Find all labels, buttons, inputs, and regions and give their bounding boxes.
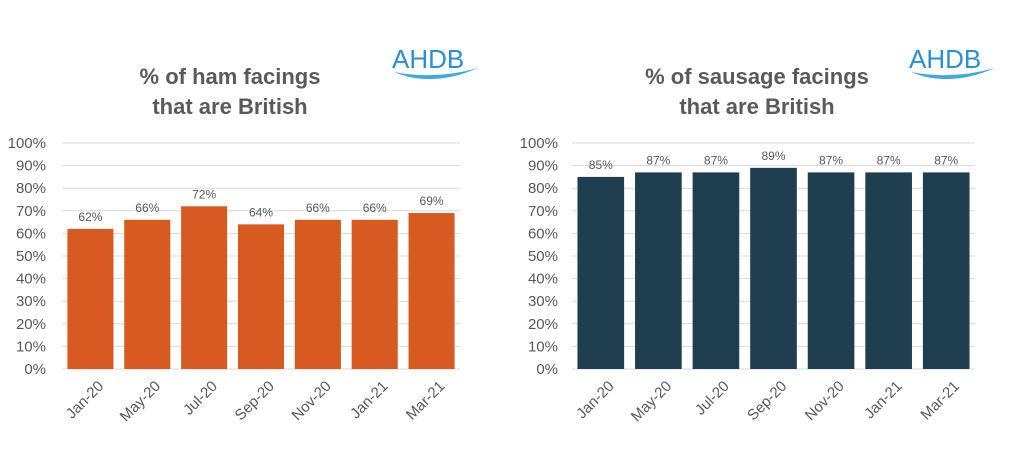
ham-bar-chart: 0% 10% 20% 30% 40% 50% 60% 70% 80% 90% 100% 62% Jan-… — [8, 135, 460, 425]
data-label: 72% — [192, 187, 216, 201]
chart-title-line-2: that are British — [679, 94, 835, 119]
y-tick-label: 0% — [24, 361, 46, 378]
data-label: 87% — [646, 153, 670, 167]
x-tick-label: Nov-20 — [288, 378, 334, 424]
data-label: 69% — [420, 194, 444, 208]
x-tick-label: Jan-20 — [573, 378, 617, 422]
bar — [67, 228, 114, 369]
logo-swoosh-icon — [911, 68, 995, 80]
x-tick-label: Mar-21 — [917, 378, 963, 424]
bar — [351, 219, 398, 369]
x-tick-label: Jul-20 — [692, 378, 733, 419]
chart-title-line-1: % of ham facings — [139, 64, 321, 89]
data-label: 62% — [78, 210, 102, 224]
y-tick-label: 80% — [528, 180, 558, 197]
data-label: 87% — [877, 153, 901, 167]
ahdb-logo-text: AHDB — [392, 44, 465, 74]
x-tick-label: Mar-21 — [403, 378, 449, 424]
bar — [181, 206, 228, 369]
x-tick-label: May-20 — [117, 378, 164, 425]
y-tick-label: 10% — [16, 338, 46, 355]
bar — [577, 176, 625, 369]
bar — [124, 219, 171, 369]
sausage-chart-panel: % of sausage facings that are British AH… — [512, 0, 1024, 471]
data-label: 87% — [934, 153, 958, 167]
sausage-bar-chart: 0% 10% 20% 30% 40% 50% 60% 70% 80% 90% 100% 85% Jan-… — [520, 135, 975, 425]
data-label: 66% — [135, 201, 159, 215]
y-tick-label: 30% — [528, 293, 558, 310]
data-label: 87% — [819, 153, 843, 167]
data-label: 89% — [761, 149, 785, 163]
y-tick-label: 50% — [16, 248, 46, 265]
y-tick-label: 100% — [8, 135, 46, 152]
ahdb-logo: AHDB — [392, 44, 482, 90]
ham-chart-panel: % of ham facings that are British AHDB 0… — [8, 44, 482, 425]
y-tick-label: 20% — [528, 316, 558, 333]
y-tick-label: 0% — [536, 361, 558, 378]
ahdb-logo: AHDB — [909, 44, 999, 90]
bar — [692, 172, 740, 369]
bar — [237, 224, 285, 369]
data-label: 66% — [363, 201, 387, 215]
y-tick-label: 100% — [520, 135, 558, 152]
y-tick-label: 80% — [16, 180, 46, 197]
y-tick-label: 70% — [16, 203, 46, 220]
y-tick-label: 90% — [528, 158, 558, 175]
y-tick-label: 70% — [528, 203, 558, 220]
bar — [922, 172, 970, 369]
y-tick-label: 40% — [528, 271, 558, 288]
bar — [408, 213, 455, 369]
data-label: 85% — [589, 158, 613, 172]
bar — [750, 167, 797, 369]
chart-title-line-1: % of sausage facings — [645, 64, 869, 89]
y-tick-label: 50% — [528, 248, 558, 265]
logo-swoosh-icon — [394, 68, 478, 80]
x-tick-label: Jan-21 — [347, 378, 391, 422]
data-label: 87% — [704, 153, 728, 167]
y-tick-label: 60% — [16, 225, 46, 242]
x-tick-label: Jan-21 — [861, 378, 905, 422]
x-tick-label: Nov-20 — [802, 378, 848, 424]
bar — [807, 172, 855, 369]
x-tick-label: Sep-20 — [232, 378, 278, 424]
x-tick-label: Jan-20 — [63, 378, 107, 422]
y-tick-label: 90% — [16, 158, 46, 175]
chart-title-line-2: that are British — [152, 94, 308, 119]
data-label: 66% — [306, 201, 330, 215]
chart-title: % of ham facings that are British — [80, 62, 380, 122]
x-tick-label: Sep-20 — [744, 378, 790, 424]
ahdb-logo-text: AHDB — [909, 44, 982, 74]
y-tick-label: 10% — [528, 338, 558, 355]
bar — [635, 172, 682, 369]
x-tick-label: May-20 — [628, 378, 675, 425]
bar — [294, 219, 341, 369]
x-tick-label: Jul-20 — [180, 378, 221, 419]
y-tick-label: 30% — [16, 293, 46, 310]
y-tick-label: 60% — [528, 225, 558, 242]
bar — [865, 172, 912, 369]
chart-title: % of sausage facings that are British — [607, 62, 907, 122]
data-label: 64% — [249, 205, 273, 219]
y-tick-label: 20% — [16, 316, 46, 333]
y-tick-label: 40% — [16, 271, 46, 288]
